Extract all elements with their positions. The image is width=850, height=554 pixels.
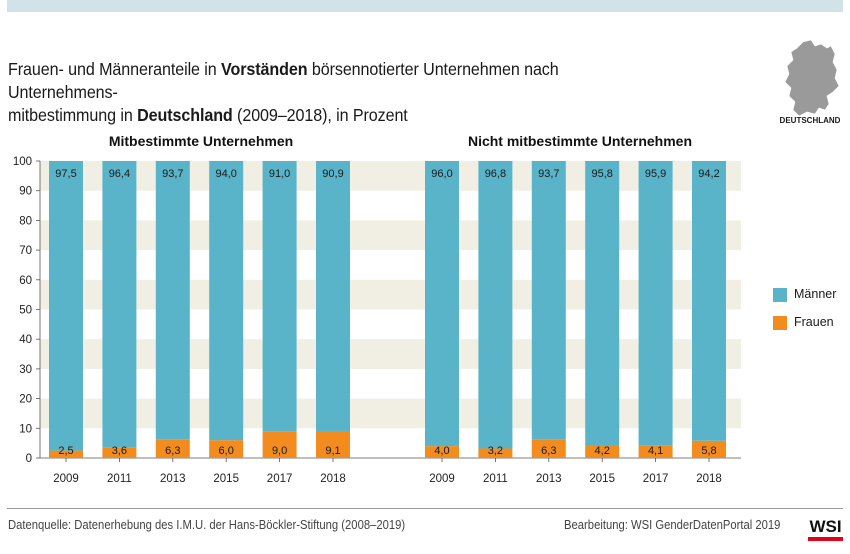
data-label-women: 9,0 — [272, 445, 287, 457]
x-tick-label: 2015 — [589, 473, 615, 485]
title-text-3: mitbestimmung in — [8, 105, 138, 125]
y-tick-label: 60 — [19, 275, 32, 287]
bar-women — [692, 440, 726, 458]
x-tick-label: 2015 — [213, 473, 239, 485]
y-tick-label: 50 — [19, 305, 32, 317]
x-tick-label: 2017 — [643, 473, 669, 485]
data-label-women: 2,5 — [58, 445, 73, 457]
y-tick-label: 80 — [19, 215, 32, 227]
data-label-men: 93,7 — [162, 168, 183, 180]
title-text-2: börsennotierter Unternehmen nach Unterne… — [8, 59, 559, 102]
bar-women — [209, 440, 244, 458]
y-tick-label: 100 — [13, 156, 32, 168]
data-label-women: 4,1 — [648, 445, 663, 457]
bar-women — [262, 431, 297, 458]
legend-swatch-men — [773, 288, 787, 302]
data-label-men: 95,8 — [591, 168, 612, 180]
y-tick-label: 70 — [19, 245, 32, 257]
data-label-men: 95,9 — [645, 168, 666, 180]
bar-women — [49, 450, 83, 458]
wsi-logo-bar — [808, 537, 843, 541]
x-tick-label: 2018 — [696, 473, 722, 485]
title-text-4: (2009–2018), in Prozent — [232, 105, 408, 125]
bar-women — [638, 445, 673, 458]
x-tick-label: 2013 — [160, 473, 186, 485]
chart-title: Frauen- und Männeranteile in Vorständen … — [8, 58, 670, 127]
bar-men — [692, 161, 726, 441]
bar-women — [585, 445, 620, 458]
data-label-women: 6,3 — [165, 445, 180, 457]
x-tick-label: 2009 — [53, 473, 79, 485]
x-tick-label: 2017 — [267, 473, 293, 485]
bar-men — [585, 161, 620, 446]
bar-men — [531, 161, 566, 440]
bar-men — [478, 161, 513, 449]
y-tick-label: 20 — [19, 394, 32, 406]
y-tick-label: 0 — [26, 453, 32, 465]
data-label-men: 94,0 — [215, 168, 236, 180]
panel-title: Nicht mitbestimmte Unternehmen — [468, 133, 692, 149]
title-bold-2: Deutschland — [137, 105, 233, 125]
legend-swatch-women — [773, 316, 787, 330]
y-tick-label: 30 — [19, 364, 32, 376]
grid-band — [40, 398, 741, 429]
grid-band — [40, 279, 741, 310]
bar-women — [155, 439, 190, 458]
bar-men — [155, 161, 190, 440]
data-label-women: 6,0 — [219, 445, 234, 457]
data-label-men: 91,0 — [269, 168, 290, 180]
title-text-1: Frauen- und Männeranteile in — [8, 59, 222, 79]
bar-men — [262, 161, 297, 432]
data-label-women: 6,3 — [541, 445, 556, 457]
data-label-men: 97,5 — [55, 168, 76, 180]
top-accent-bar — [7, 0, 843, 12]
data-label-men: 90,9 — [322, 168, 343, 180]
bar-men — [209, 161, 244, 441]
data-label-men: 96,8 — [485, 168, 506, 180]
data-label-men: 96,4 — [109, 168, 130, 180]
bar-men — [638, 161, 673, 446]
germany-map-icon — [784, 39, 840, 117]
y-tick-label: 10 — [19, 423, 32, 435]
bar-women — [102, 447, 137, 458]
data-label-women: 9,1 — [325, 445, 340, 457]
legend-label-women: Frauen — [794, 315, 834, 329]
bar-men — [316, 161, 350, 431]
map-label: DEUTSCHLAND — [779, 116, 841, 125]
bar-women — [531, 439, 566, 458]
bar-men — [425, 161, 459, 447]
data-label-men: 94,2 — [698, 168, 719, 180]
data-label-men: 96,0 — [431, 168, 452, 180]
bar-men — [49, 161, 83, 451]
x-tick-label: 2018 — [320, 473, 346, 485]
panel-title: Mitbestimmte Unternehmen — [109, 133, 293, 149]
legend-label-men: Männer — [794, 287, 837, 301]
data-label-women: 4,0 — [434, 445, 449, 457]
x-tick-label: 2011 — [483, 473, 508, 485]
x-tick-label: 2011 — [107, 473, 132, 485]
y-tick-label: 40 — [19, 334, 32, 346]
footer-divider — [7, 508, 843, 509]
x-tick-label: 2013 — [536, 473, 562, 485]
data-label-women: 3,6 — [112, 445, 127, 457]
bar-women — [316, 430, 350, 458]
data-label-women: 4,2 — [595, 445, 610, 457]
wsi-logo: WSI — [808, 517, 843, 541]
source-note: Datenquelle: Datenerhebung des I.M.U. de… — [8, 518, 406, 532]
data-label-women: 3,2 — [488, 445, 503, 457]
bar-men — [102, 161, 137, 448]
y-tick-label: 90 — [19, 186, 32, 198]
bar-women — [478, 448, 513, 458]
grid-band — [40, 220, 741, 251]
data-label-men: 93,7 — [538, 168, 559, 180]
x-tick-label: 2009 — [429, 473, 455, 485]
grid-band — [40, 161, 741, 191]
grid-band — [40, 339, 741, 369]
credit-note: Bearbeitung: WSI GenderDatenPortal 2019 — [563, 518, 780, 532]
wsi-logo-text: WSI — [809, 517, 842, 536]
stacked-bar-chart: 0 10 20 30 40 50 60 70 80 90 100 Mitbestimmte Unter… — [13, 133, 741, 485]
bar-women — [425, 446, 459, 458]
title-bold-1: Vorständen — [221, 59, 308, 79]
data-label-women: 5,8 — [701, 445, 716, 457]
